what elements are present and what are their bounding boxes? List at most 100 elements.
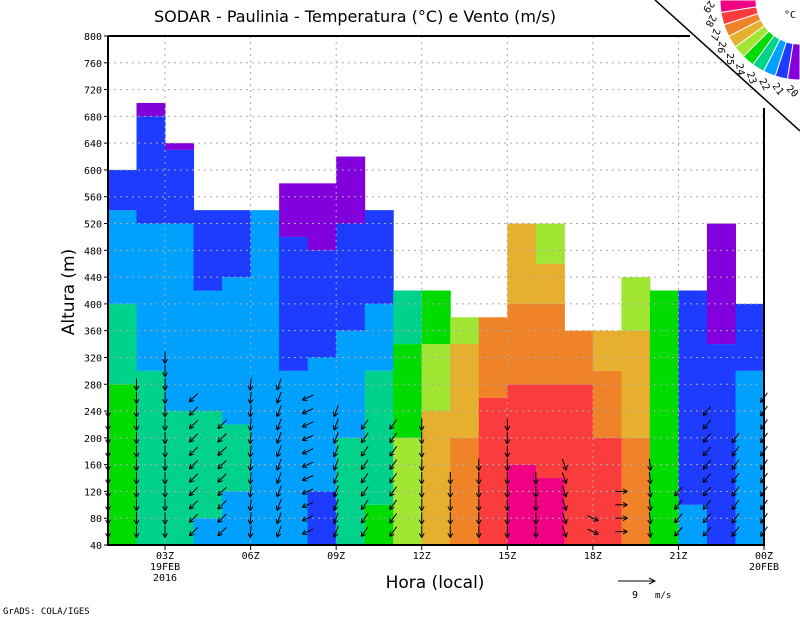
wind-arrow [731, 432, 740, 444]
wind-arrow [702, 526, 712, 537]
wind-arrow [532, 498, 539, 512]
wind-arrow [133, 498, 140, 512]
wind-arrow [133, 378, 140, 391]
wind-arrow [217, 460, 227, 470]
temperature-cell [421, 344, 451, 412]
temperature-cell [108, 169, 138, 211]
temperature-cell [165, 411, 195, 545]
wind-arrow [133, 525, 140, 538]
wind-arrow [275, 378, 282, 391]
wind-arrow [162, 431, 168, 445]
y-tick-label: 760 [84, 59, 102, 70]
temperature-cell [336, 156, 366, 224]
temperature-cell [393, 437, 423, 545]
temperature-cell [507, 464, 537, 545]
temperature-cell [250, 210, 280, 545]
wind-arrow [162, 498, 168, 512]
x-tick-label: 09Z [327, 551, 345, 562]
wind-arrow [301, 461, 314, 468]
reference-value: 9 [632, 590, 638, 601]
x-tick-label: 18Z [584, 551, 602, 562]
temperature-cell [507, 303, 537, 385]
wind-arrow [587, 515, 599, 522]
wind-arrow [275, 485, 282, 498]
wind-arrow [731, 472, 740, 484]
wind-arrow [731, 459, 740, 470]
wind-arrow [247, 485, 254, 498]
wind-arrow [162, 391, 168, 404]
wind-arrow [301, 475, 314, 482]
wind-arrow [447, 485, 454, 498]
wind-arrow [247, 378, 254, 391]
wind-arrow [275, 472, 282, 485]
y-tick-label: 200 [84, 434, 102, 445]
legend-label: 23 [744, 71, 758, 86]
wind-arrow [702, 432, 712, 443]
wind-arrow [389, 486, 398, 497]
wind-arrow [475, 498, 482, 512]
y-tick-label: 560 [84, 193, 102, 204]
wind-arrow [702, 419, 712, 430]
wind-arrow [188, 527, 199, 537]
wind-arrow [275, 405, 282, 418]
temperature-cell [592, 370, 622, 438]
wind-arrow [360, 526, 369, 537]
wind-arrow [475, 485, 482, 498]
wind-arrow [504, 525, 511, 538]
wind-arrow [332, 499, 339, 511]
wind-arrow [188, 500, 199, 510]
wind-arrow [702, 446, 712, 457]
temperature-cell [535, 303, 565, 385]
wind-arrow [162, 472, 168, 485]
wind-arrow [475, 458, 482, 471]
temperature-field [108, 102, 765, 545]
wind-arrow [647, 525, 653, 538]
temperature-cell [193, 290, 223, 412]
wind-arrow [360, 513, 369, 524]
wind-arrow [504, 445, 511, 458]
wind-arrow [301, 528, 314, 535]
y-tick-label: 120 [84, 487, 102, 498]
wind-arrow [217, 419, 227, 430]
temperature-cell [222, 424, 252, 492]
temperature-cell [108, 210, 138, 304]
reference-arrowhead [648, 577, 657, 585]
wind-arrow [275, 432, 282, 444]
legend-swatch [786, 42, 800, 81]
y-tick-label: 680 [84, 112, 102, 123]
wind-arrow [301, 394, 314, 402]
wind-arrow [389, 446, 398, 457]
chart-title: SODAR - Paulinia - Temperatura (°C) e Ve… [154, 7, 556, 26]
wind-arrow [587, 528, 599, 535]
wind-arrow [162, 458, 168, 471]
x-tick-label: 15Z [498, 551, 516, 562]
temperature-cell [706, 223, 736, 345]
wind-arrow [162, 512, 168, 525]
wind-reference: 9 m/s [618, 577, 671, 601]
wind-arrow [133, 391, 140, 404]
y-tick-label: 160 [84, 461, 102, 472]
wind-arrow [275, 512, 282, 525]
y-tick-label: 80 [90, 514, 102, 525]
wind-arrow [360, 499, 369, 511]
wind-arrow [301, 448, 314, 455]
wind-arrow [360, 419, 369, 430]
y-tick-label: 640 [84, 139, 102, 150]
wind-arrow [389, 513, 398, 524]
y-tick-label: 400 [84, 300, 102, 311]
wind-arrow [389, 419, 398, 430]
wind-arrow [532, 525, 539, 538]
wind-arrow [504, 418, 511, 431]
wind-arrow [133, 405, 140, 418]
wind-arrow [532, 512, 539, 525]
y-tick-label: 440 [84, 273, 102, 284]
wind-arrow [389, 526, 398, 537]
wind-arrow [532, 472, 539, 485]
wind-arrow [504, 498, 511, 512]
legend-label: 24 [733, 63, 746, 77]
wind-arrow [162, 445, 168, 458]
grid-lines [108, 36, 764, 545]
legend-label: 27 [707, 27, 721, 42]
x-tick-label: 06Z [242, 551, 260, 562]
